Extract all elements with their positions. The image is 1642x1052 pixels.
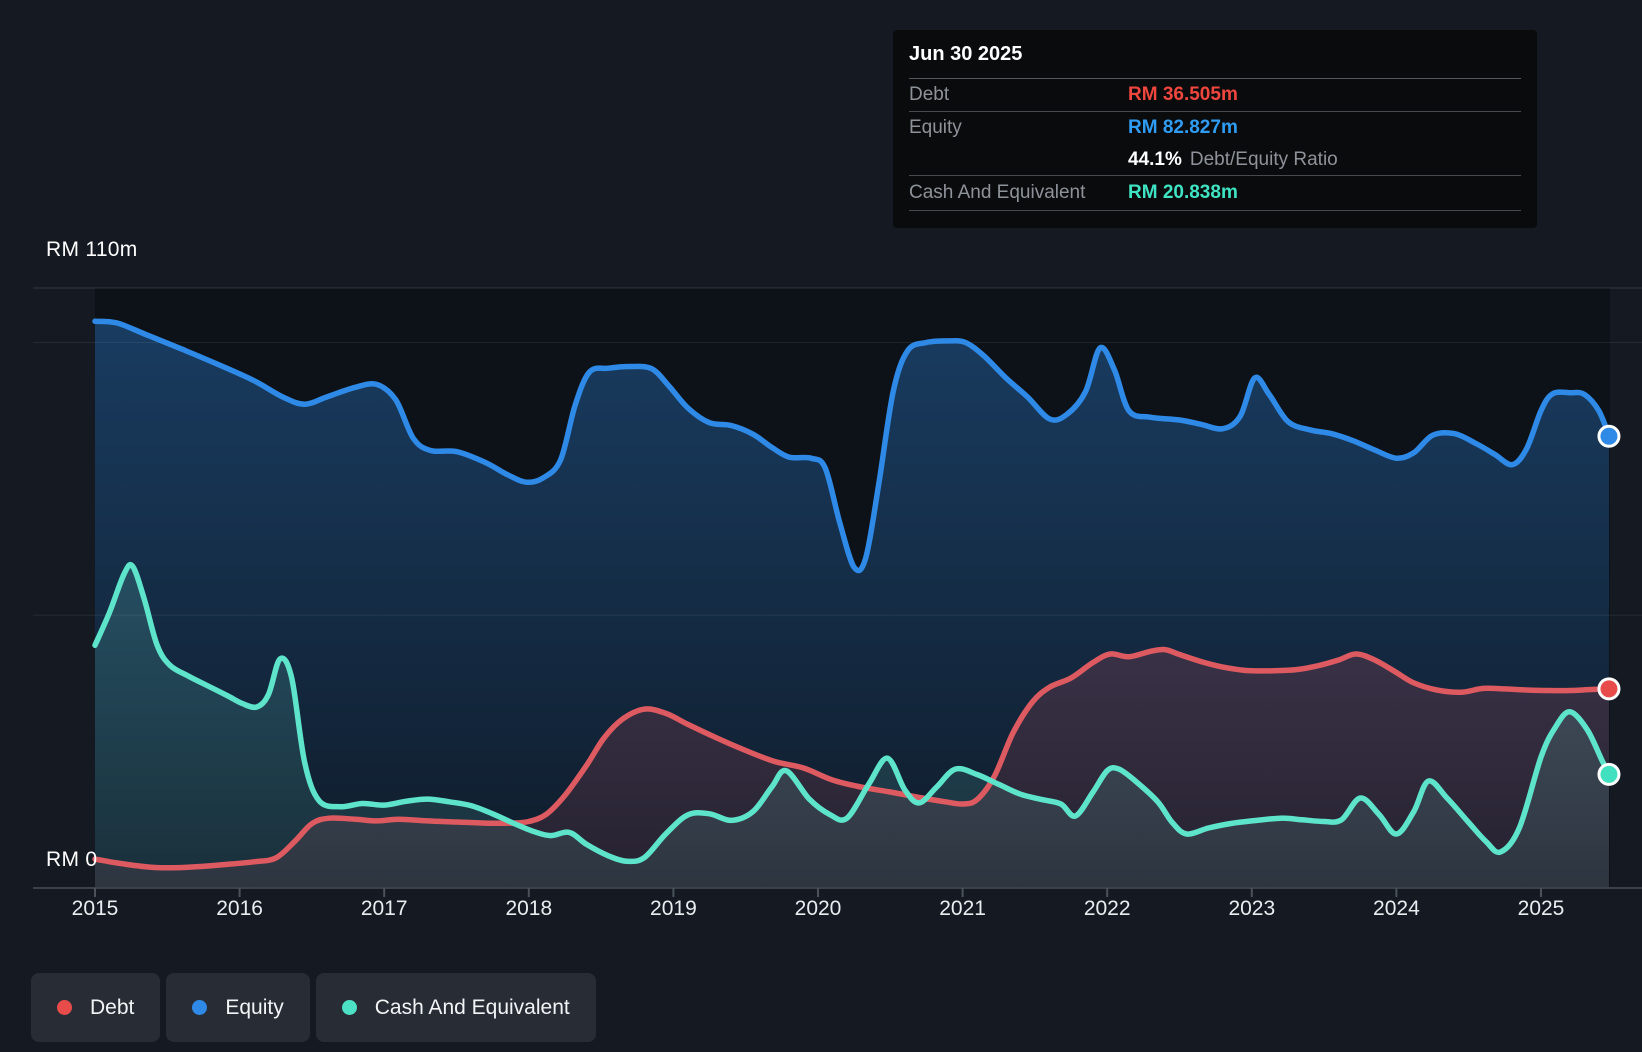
x-axis-label-2018: 2018 xyxy=(505,897,552,921)
debt-equity-chart-screen: RM 110m RM 0 2015 2016 2017 2018 2019 2020 202… xyxy=(0,0,1642,1052)
chart-legend: Debt Equity Cash And Equivalent xyxy=(31,973,596,1042)
legend-item-equity[interactable]: Equity xyxy=(166,973,309,1042)
y-axis-max-label: RM 110m xyxy=(46,238,138,262)
x-axis-label-2024: 2024 xyxy=(1373,897,1420,921)
legend-item-cash[interactable]: Cash And Equivalent xyxy=(316,973,596,1042)
tooltip-equity-label: Equity xyxy=(909,117,1128,139)
tooltip-row-equity: Equity RM 82.827m xyxy=(909,112,1521,144)
tooltip-date: Jun 30 2025 xyxy=(909,30,1521,79)
legend-equity-label: Equity xyxy=(225,996,283,1020)
tooltip-row-ratio: 44.1% Debt/Equity Ratio xyxy=(909,144,1521,176)
tooltip-equity-value: RM 82.827m xyxy=(1128,117,1238,139)
legend-cash-label: Cash And Equivalent xyxy=(375,996,570,1020)
cash-and-equivalent-end-marker xyxy=(1599,764,1619,784)
tooltip-row-cash: Cash And Equivalent RM 20.838m xyxy=(909,176,1521,211)
legend-debt-label: Debt xyxy=(90,996,134,1020)
legend-item-debt[interactable]: Debt xyxy=(31,973,160,1042)
tooltip-row-debt: Debt RM 36.505m xyxy=(909,79,1521,112)
x-axis-label-2016: 2016 xyxy=(216,897,263,921)
equity-end-marker xyxy=(1599,426,1619,446)
tooltip-cash-value: RM 20.838m xyxy=(1128,182,1238,204)
x-axis-label-2021: 2021 xyxy=(939,897,986,921)
equity-dot-icon xyxy=(192,1000,207,1015)
tooltip-ratio-value: 44.1% xyxy=(1128,149,1182,171)
cash-dot-icon xyxy=(342,1000,357,1015)
x-axis-labels: 2015 2016 2017 2018 2019 2020 2021 2022 2023 2024… xyxy=(0,897,1642,925)
x-axis-label-2025: 2025 xyxy=(1518,897,1565,921)
tooltip-ratio-label: Debt/Equity Ratio xyxy=(1190,149,1338,171)
debt-end-marker xyxy=(1599,679,1619,699)
x-axis-label-2022: 2022 xyxy=(1084,897,1131,921)
chart-tooltip: Jun 30 2025 Debt RM 36.505m Equity RM 82… xyxy=(893,30,1537,228)
debt-dot-icon xyxy=(57,1000,72,1015)
x-axis-label-2020: 2020 xyxy=(795,897,842,921)
x-axis-label-2023: 2023 xyxy=(1228,897,1275,921)
tooltip-debt-label: Debt xyxy=(909,84,1128,106)
x-axis-label-2015: 2015 xyxy=(72,897,119,921)
tooltip-cash-label: Cash And Equivalent xyxy=(909,182,1128,204)
y-axis-zero-label: RM 0 xyxy=(46,848,97,872)
tooltip-debt-value: RM 36.505m xyxy=(1128,84,1238,106)
x-axis-label-2019: 2019 xyxy=(650,897,697,921)
x-axis-label-2017: 2017 xyxy=(361,897,408,921)
